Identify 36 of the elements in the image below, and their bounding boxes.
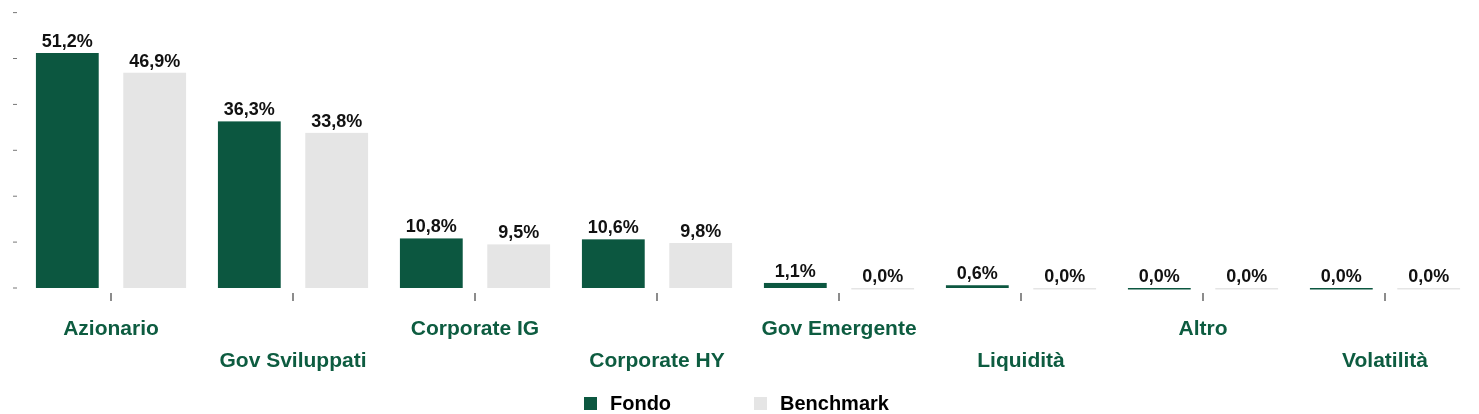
data-label: 10,6%: [587, 217, 639, 238]
x-tick-label: Corporate IG: [410, 316, 540, 339]
data-label: 51,2%: [41, 31, 93, 51]
bar: [487, 244, 551, 288]
x-tick-label: Corporate HY: [589, 348, 725, 371]
data-label: 1,1%: [774, 260, 816, 281]
bar: [35, 53, 99, 288]
x-tick-label: Altro: [1178, 316, 1228, 339]
data-label: 36,3%: [223, 99, 275, 120]
x-tick-label: Gov Sviluppati: [219, 348, 367, 371]
x-tick-label: Azionario: [63, 316, 159, 339]
data-label: 9,8%: [680, 221, 722, 242]
bar: [399, 238, 463, 288]
legend-label: Fondo: [610, 392, 672, 414]
bar: [669, 243, 733, 288]
bar: [763, 282, 827, 288]
x-tick-label: Gov Emergente: [761, 316, 917, 339]
bar: [123, 72, 187, 288]
bar: [945, 285, 1009, 288]
data-label: 0,0%: [1138, 266, 1180, 286]
data-label: 9,5%: [498, 222, 540, 243]
x-tick-label: Volatilità: [1342, 348, 1429, 371]
data-label: 0,0%: [1226, 266, 1268, 286]
data-label: 0,0%: [1044, 266, 1086, 286]
x-tick-label: Liquidità: [977, 348, 1066, 371]
data-label: 46,9%: [129, 50, 181, 71]
data-label: 0,0%: [1408, 266, 1450, 286]
data-label: 33,8%: [311, 110, 363, 131]
data-label: 0,0%: [862, 266, 904, 286]
data-label: 10,8%: [405, 216, 457, 237]
bar: [217, 121, 281, 288]
data-label: 0,0%: [1320, 266, 1362, 286]
data-label: 0,6%: [956, 263, 998, 284]
bar: [305, 132, 369, 288]
bar: [581, 239, 645, 288]
legend-label: Benchmark: [780, 392, 890, 414]
